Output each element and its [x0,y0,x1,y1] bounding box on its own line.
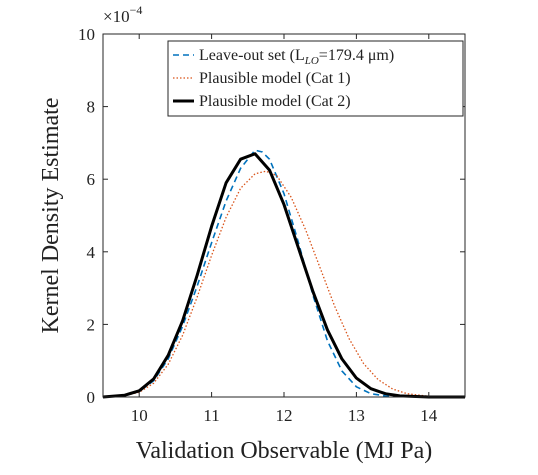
legend-label-cat2: Plausible model (Cat 2) [199,93,351,110]
y-tick-label: 8 [87,98,96,117]
legend-box [167,40,464,117]
y-tick-label: 6 [87,170,96,189]
tick-layer: 10 11 12 13 14 0 2 4 6 8 10 [78,25,465,425]
x-tick-label: 11 [203,406,219,425]
legend-entry-cat2: Plausible model (Cat 2) [173,93,351,110]
y-tick-label: 0 [87,388,96,407]
y-axis-label: Kernel Density Estimate [38,98,64,334]
x-tick-label: 12 [276,406,293,425]
legend-entry-leave-out: Leave-out set (LLO=179.4 μm) [173,47,394,67]
legend-entry-cat1: Plausible model (Cat 1) [173,70,351,87]
legend-label-subscript: LO [304,55,319,67]
series-layer [102,149,466,399]
y-tick-label: 4 [87,243,96,262]
series-line-0 [102,149,465,398]
x-tick-label: 14 [420,406,438,425]
y-tick-label: 10 [78,25,95,44]
y-scale-exponent-label: ×10−4 [103,3,142,26]
legend: Leave-out set (LLO=179.4 μm) Plausible m… [167,40,464,117]
legend-label-leave-out: Leave-out set (LLO=179.4 μm) [199,47,394,67]
y-tick-label: 2 [87,315,96,334]
x-tick-label: 13 [348,406,365,425]
x-tick-label: 10 [131,406,148,425]
y-scale-exponent: −4 [130,3,143,17]
x-axis-label: Validation Observable (MJ Pa) [136,438,433,464]
series-line-2 [102,152,465,399]
legend-label-cat1: Plausible model (Cat 1) [199,70,351,87]
